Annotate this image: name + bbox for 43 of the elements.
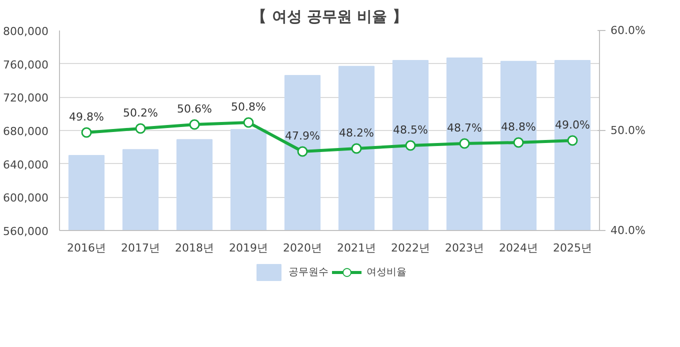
x-tick-label: 2024년	[499, 242, 538, 254]
x-tick-label: 2021년	[337, 242, 376, 254]
y-tick-label: 680,000	[3, 125, 49, 138]
data-label: 48.7%	[447, 122, 482, 134]
y-tick-label: 760,000	[3, 58, 49, 72]
data-label: 48.5%	[393, 124, 428, 136]
y2-tick-label: 50.0%	[610, 124, 646, 137]
point	[351, 143, 362, 154]
x-tick-label: 2020년	[283, 242, 322, 254]
legend-label: 여성비율	[366, 266, 406, 279]
point	[567, 135, 578, 146]
x-tick-label: 2019년	[229, 242, 268, 254]
y2-tick-label: 40.0%	[610, 224, 646, 237]
point	[135, 123, 146, 134]
data-label: 48.2%	[339, 126, 374, 140]
data-label: 49.8%	[69, 110, 104, 124]
point	[243, 117, 254, 128]
data-label: 50.2%	[123, 106, 158, 120]
point	[405, 140, 416, 151]
point	[459, 138, 470, 149]
x-tick-label: 2022년	[391, 242, 430, 254]
y-tick-label: 640,000	[3, 158, 49, 172]
y2-tick-label: 60.0%	[610, 24, 646, 37]
x-tick-label: 2025년	[553, 242, 592, 254]
point	[189, 119, 200, 130]
data-label: 50.6%	[177, 102, 212, 116]
legend-label: 공무원수	[288, 266, 328, 279]
x-tick-label: 2023년	[445, 242, 484, 254]
data-label: 50.8%	[231, 100, 266, 114]
y-tick-label: 800,000	[3, 25, 49, 38]
point	[297, 146, 308, 157]
x-tick-label: 2017년	[121, 242, 160, 254]
data-label: 48.8%	[501, 120, 536, 134]
x-tick-label: 2016년	[67, 242, 106, 254]
point	[513, 137, 524, 148]
data-label: 47.9%	[285, 130, 320, 142]
x-tick-label: 2018년	[175, 242, 214, 254]
data-label: 49.0%	[555, 118, 590, 132]
y-tick-label: 560,000	[3, 225, 49, 238]
y-tick-label: 600,000	[3, 192, 49, 205]
y-tick-label: 720,000	[3, 92, 49, 105]
chart-title: 【 여성 공무원 비율 】	[252, 8, 408, 26]
point	[81, 127, 92, 138]
